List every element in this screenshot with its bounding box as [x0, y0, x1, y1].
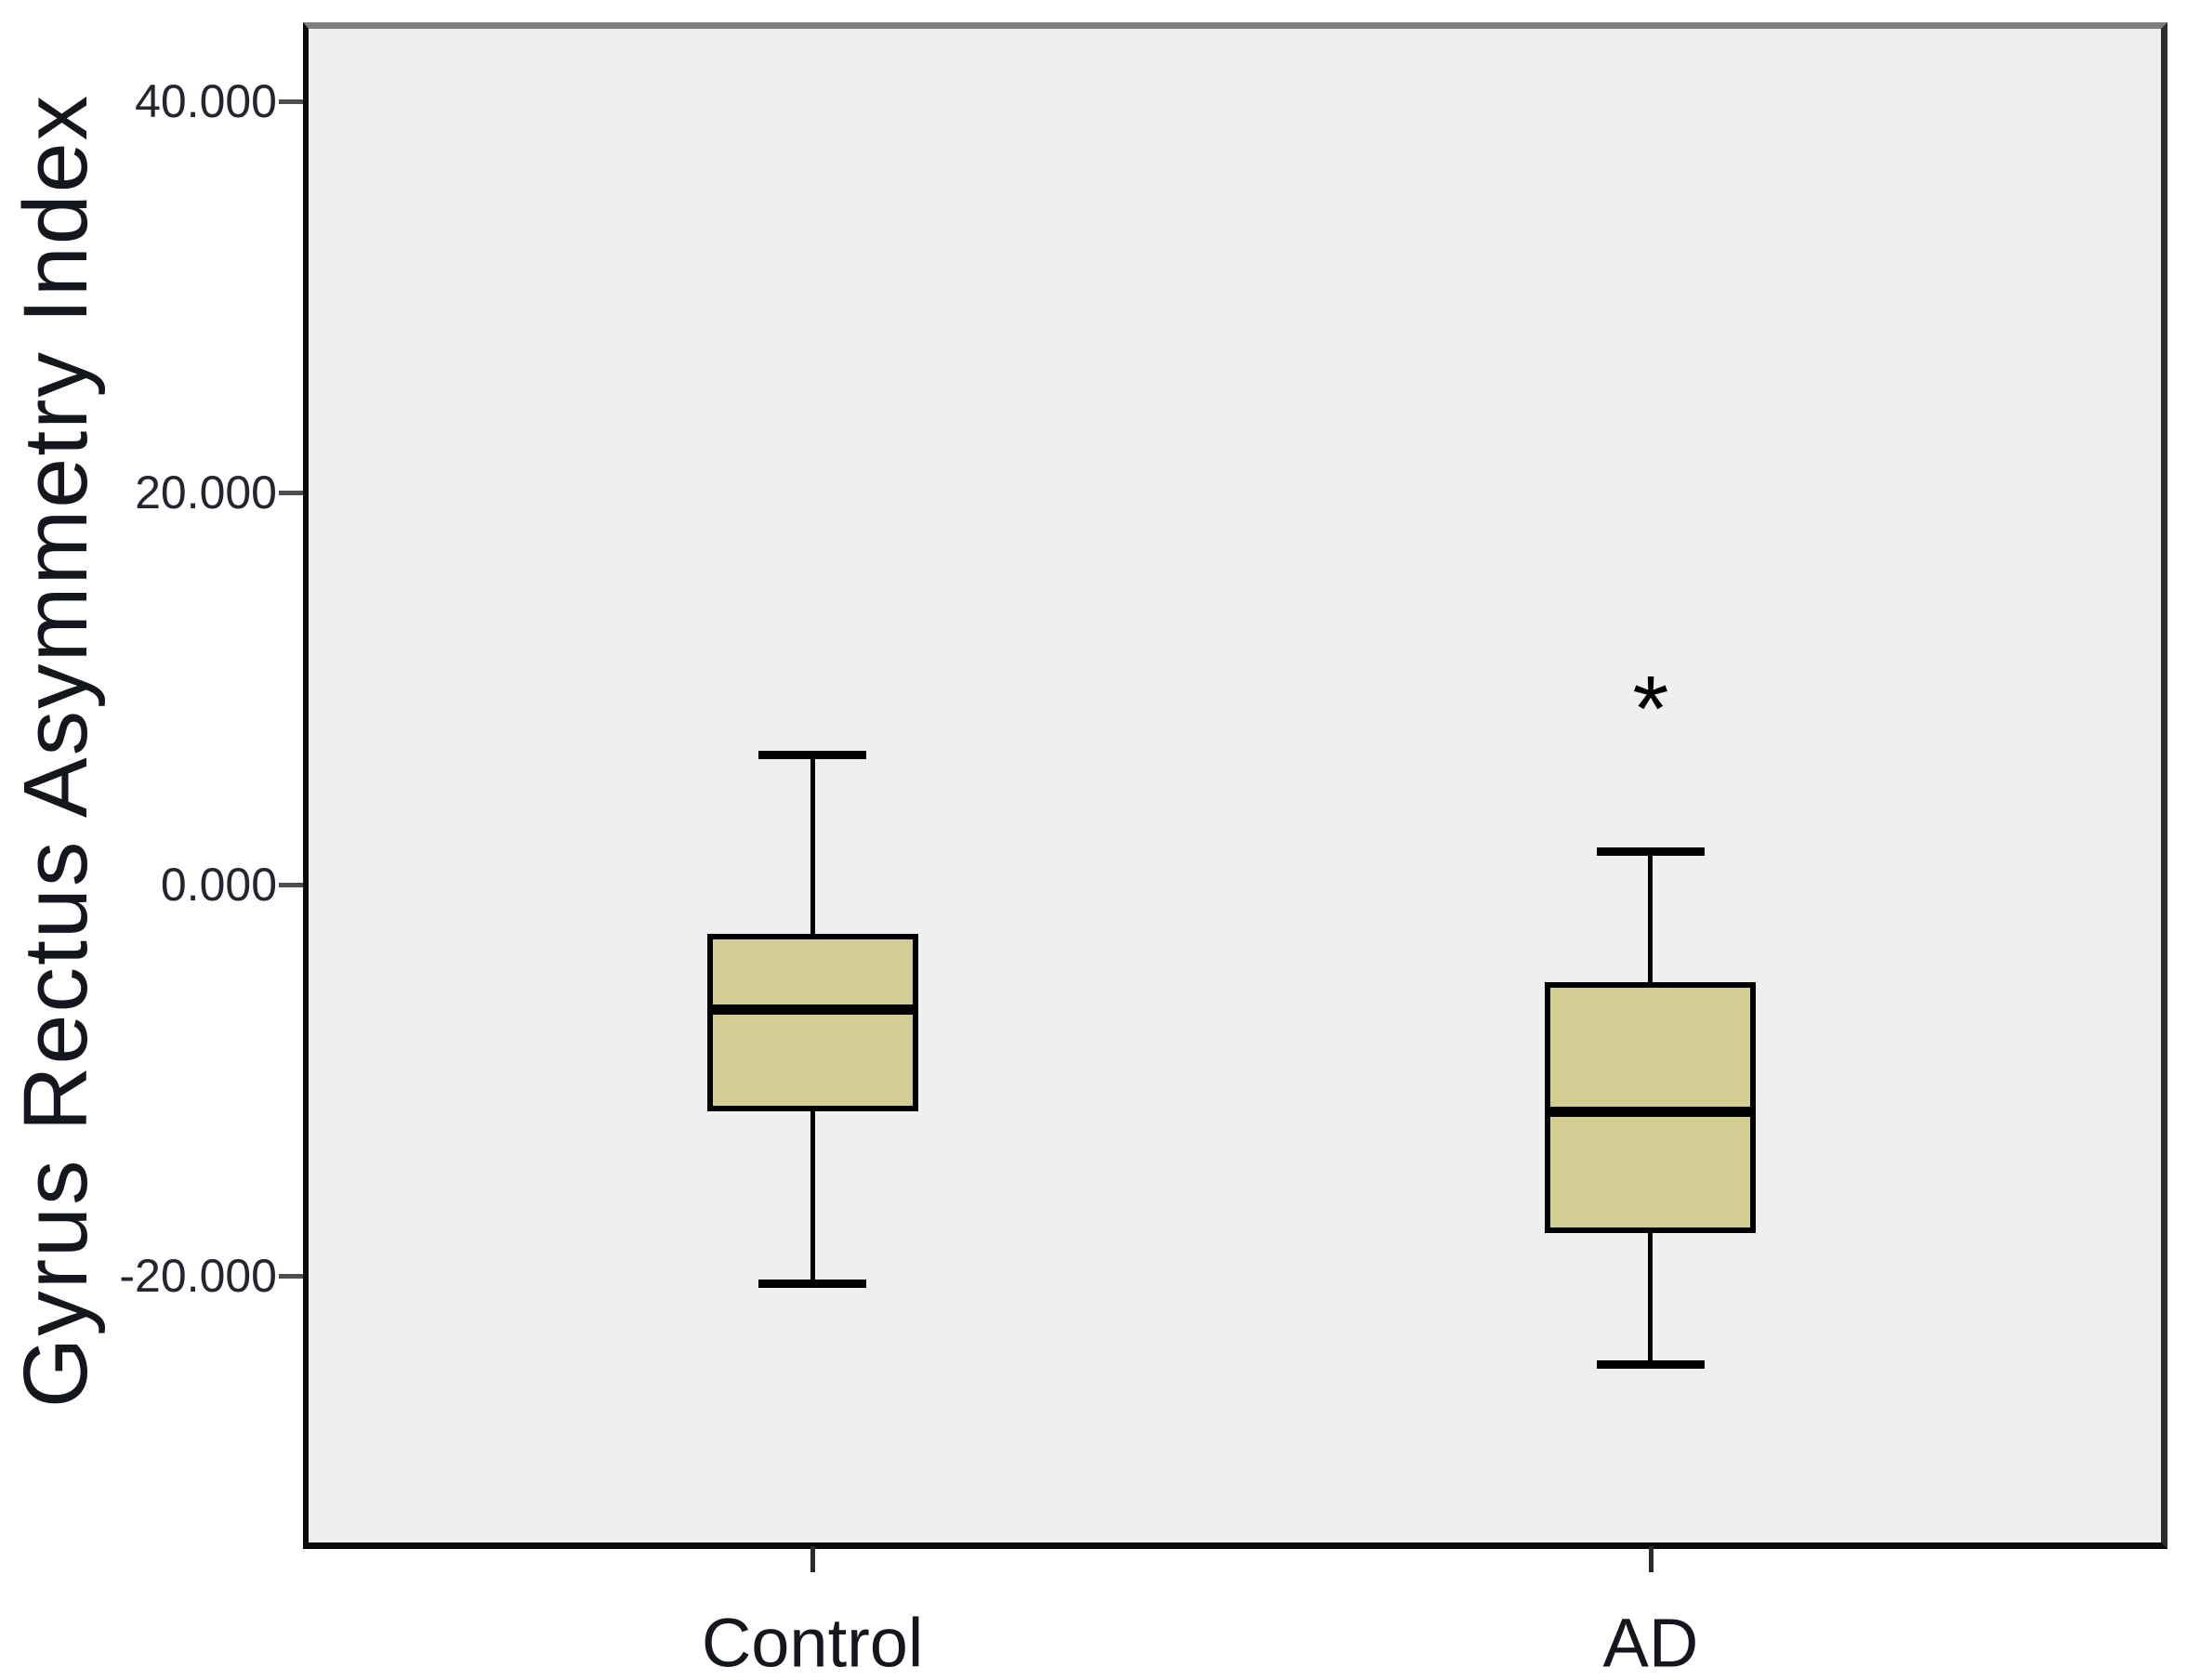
y-tick-label: 40.000: [135, 74, 277, 127]
boxplot-control-lower-whisker-cap: [758, 1280, 867, 1289]
boxplot-ad-median-line: [1545, 1106, 1757, 1117]
y-tick-label: 20.000: [135, 466, 277, 519]
y-tick-mark: [279, 882, 303, 887]
boxplot-ad-upper-whisker: [1648, 851, 1653, 983]
boxplot-control-upper-whisker-cap: [758, 751, 867, 760]
boxplot-control-lower-whisker: [810, 1111, 815, 1284]
x-axis-category-label-control: Control: [701, 1604, 924, 1680]
y-tick-mark: [279, 1274, 303, 1280]
boxplot-control-median-line: [706, 1004, 918, 1016]
boxplot-control-iqr-box: [706, 933, 918, 1112]
plot-area: *: [303, 22, 2167, 1549]
boxplot-ad-extreme-outlier-marker: *: [1632, 657, 1669, 762]
x-tick-mark: [810, 1546, 816, 1572]
boxplot-ad-lower-whisker-cap: [1596, 1359, 1705, 1369]
y-tick-label: 0.000: [160, 858, 277, 911]
y-tick-label: -20.000: [119, 1250, 277, 1303]
y-axis-title: Gyrus Rectus Asymmetry Index: [5, 93, 106, 1409]
boxplot-ad-lower-whisker: [1648, 1233, 1653, 1365]
x-tick-mark: [1648, 1546, 1653, 1572]
boxplot-ad-upper-whisker-cap: [1596, 847, 1705, 856]
y-tick-mark: [279, 98, 303, 104]
x-axis-category-label-ad: AD: [1602, 1604, 1699, 1680]
boxplot-control-upper-whisker: [810, 755, 815, 934]
y-tick-mark: [279, 491, 303, 496]
